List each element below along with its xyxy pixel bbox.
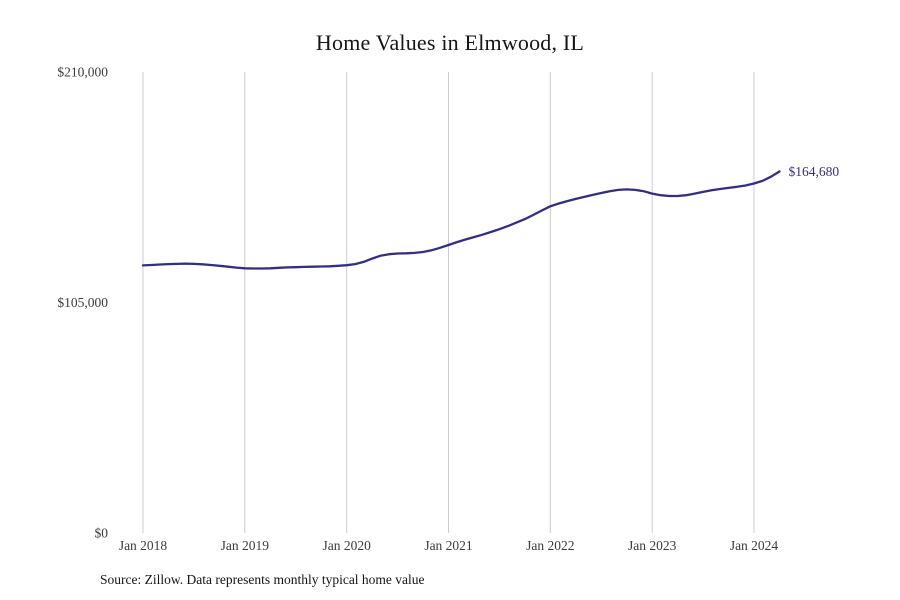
chart-title: Home Values in Elmwood, IL [315, 30, 585, 55]
y-tick-label: $105,000 [57, 295, 108, 310]
x-tick-label: Jan 2021 [424, 538, 472, 553]
x-tick-label: Jan 2023 [628, 538, 677, 553]
y-tick-label: $0 [95, 526, 109, 541]
x-tick-label: Jan 2018 [119, 538, 168, 553]
x-tick-label: Jan 2019 [221, 538, 270, 553]
value-line [141, 170, 781, 270]
source-note: Source: Zillow. Data represents monthly … [100, 572, 425, 587]
end-value-label: $164,680 [789, 164, 840, 179]
y-tick-label: $210,000 [57, 65, 108, 80]
x-tick-label: Jan 2022 [526, 538, 574, 553]
x-tick-label: Jan 2024 [730, 538, 779, 553]
x-tick-label: Jan 2020 [323, 538, 372, 553]
